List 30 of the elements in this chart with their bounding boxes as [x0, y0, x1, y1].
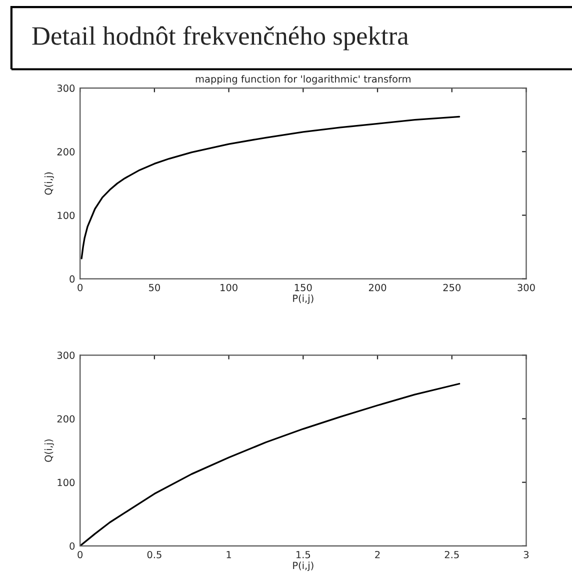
x-tick-label: 2 [375, 550, 380, 558]
y-tick-label: 0 [70, 275, 75, 283]
x-tick-label: 0 [78, 550, 83, 558]
x-tick-label: 300 [518, 284, 535, 292]
y-tick-label: 200 [57, 415, 75, 423]
x-tick-label: 150 [294, 284, 312, 292]
x-axis-title: P(i,j) [293, 294, 314, 304]
x-tick-label: 1.5 [296, 551, 310, 558]
x-tick-label: 1 [226, 551, 231, 558]
chart-subtitle: mapping function for 'logarithmic' transform [196, 75, 410, 85]
y-tick-label: 100 [58, 478, 75, 486]
chart-title: Detail hodnôt frekvenčného spektra [32, 26, 408, 50]
y-tick-label: 200 [57, 148, 75, 156]
line-series [80, 382, 460, 546]
y-axis-title: Q(i,j) [44, 172, 54, 195]
y-tick-label: 300 [57, 84, 75, 92]
x-tick-label: 0 [78, 284, 83, 292]
x-tick-label: 3 [524, 550, 529, 558]
x-tick-label: 2.5 [444, 550, 459, 558]
x-tick-label: 200 [368, 284, 386, 292]
x-tick-label: 100 [220, 284, 238, 292]
x-tick-label: 0.5 [147, 550, 162, 558]
x-tick-label: 50 [149, 284, 160, 292]
y-axis-title: Q(i,j) [44, 439, 54, 462]
line-series [80, 116, 460, 260]
y-tick-label: 0 [70, 542, 75, 550]
x-axis-title: P(i,j) [293, 562, 314, 571]
y-tick-label: 300 [57, 352, 75, 359]
y-tick-label: 100 [58, 212, 75, 220]
x-tick-label: 250 [443, 284, 461, 292]
